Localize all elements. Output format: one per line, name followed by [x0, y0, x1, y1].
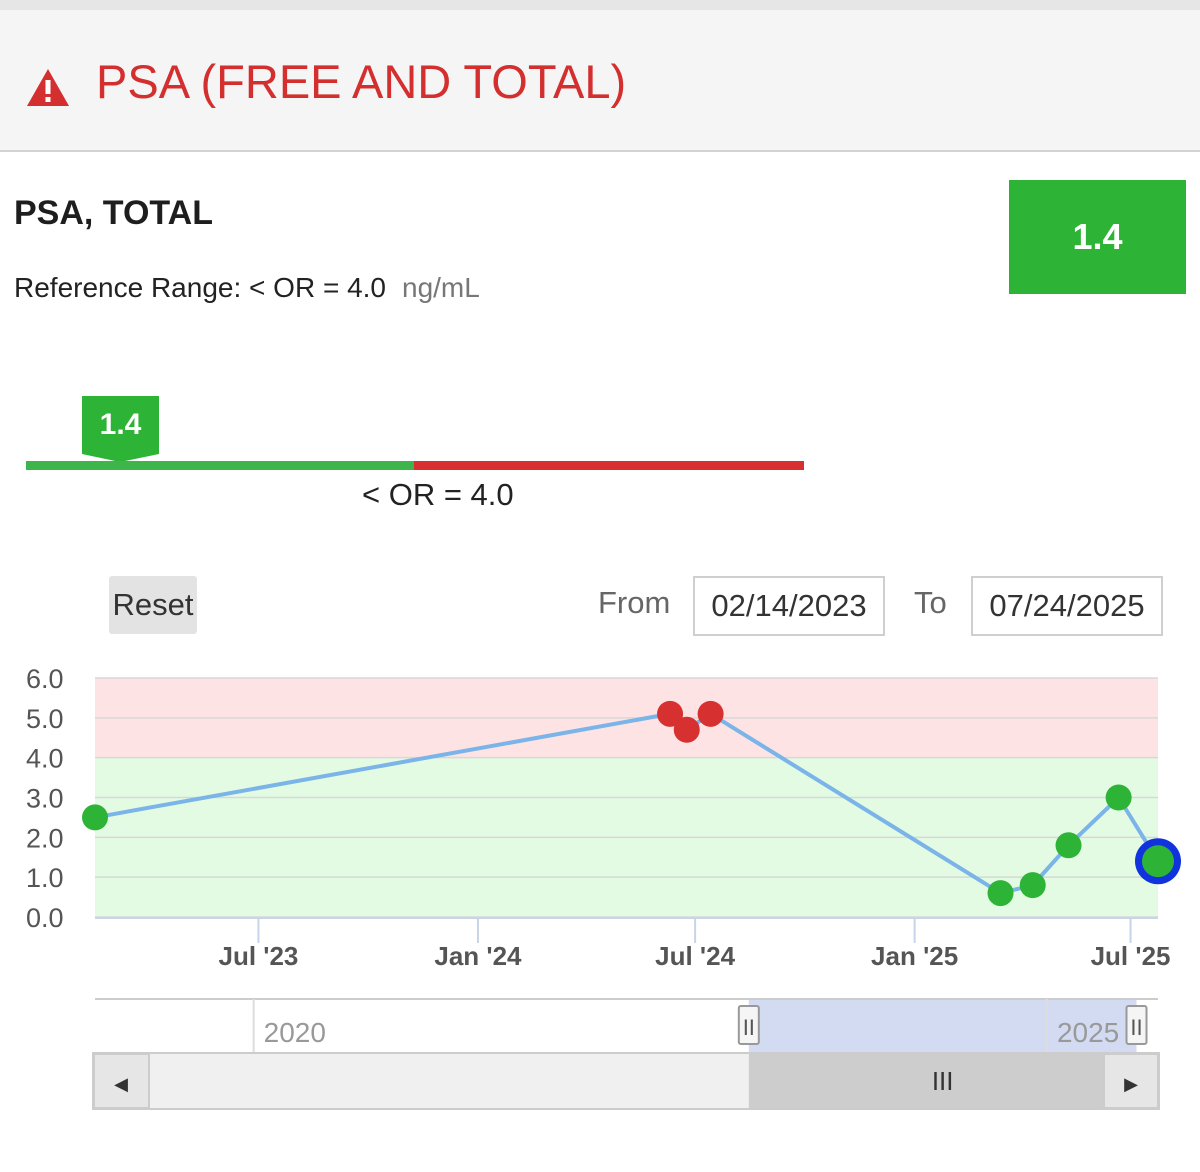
navigator-year-label: 2025 — [1057, 1017, 1119, 1048]
data-point[interactable] — [1055, 832, 1082, 859]
from-date-input[interactable]: 02/14/2023 — [693, 576, 885, 636]
warning-icon — [27, 69, 69, 106]
y-tick-label: 0.0 — [26, 903, 64, 933]
y-tick-label: 4.0 — [26, 744, 64, 774]
x-tick-label: Jan '24 — [434, 941, 522, 971]
handle-box — [737, 1005, 760, 1045]
data-point-high[interactable] — [697, 700, 724, 727]
handle-box — [1125, 1005, 1148, 1045]
result-value-badge: 1.4 — [1009, 180, 1186, 294]
scroll-left-box — [93, 1053, 150, 1109]
scrollbar-thumb[interactable] — [748, 1054, 1137, 1108]
data-point-high[interactable] — [673, 716, 700, 743]
reference-range-label: Reference Range: < OR = 4.0 — [14, 272, 386, 303]
x-tick-label: Jul '23 — [218, 941, 298, 971]
data-point-high[interactable] — [657, 700, 684, 727]
data-point[interactable] — [82, 804, 108, 831]
handle-grip-icon: II — [1130, 1015, 1142, 1040]
y-tick-label: 6.0 — [26, 664, 64, 694]
data-point[interactable] — [987, 880, 1014, 907]
scroll-right-box — [1103, 1053, 1159, 1109]
to-label: To — [914, 585, 947, 620]
header: PSA (FREE AND TOTAL) — [0, 10, 1200, 152]
reset-button[interactable]: Reset — [109, 576, 197, 634]
reference-range: Reference Range: < OR = 4.0 ng/mL — [14, 272, 480, 304]
navigator-handle-right[interactable]: II — [1125, 1005, 1148, 1045]
unit-label: ng/mL — [402, 272, 480, 303]
chevron-left-icon: ◀ — [114, 1074, 128, 1095]
navigator-selection[interactable] — [748, 1000, 1137, 1052]
scroll-right-button[interactable]: ▶ — [1103, 1053, 1159, 1109]
data-point-selected[interactable] — [1142, 845, 1174, 878]
page-title: PSA (FREE AND TOTAL) — [96, 55, 627, 108]
scroll-left-button[interactable]: ◀ — [93, 1053, 150, 1109]
data-point[interactable] — [1105, 784, 1132, 811]
top-band — [0, 0, 1200, 10]
gauge-threshold-label: < OR = 4.0 — [362, 477, 514, 512]
x-tick-label: Jul '25 — [1091, 941, 1171, 971]
from-label: From — [598, 585, 671, 620]
gauge-normal-bar — [26, 461, 414, 470]
scrollbar-grip-icon: III — [932, 1066, 954, 1096]
x-tick-label: Jul '24 — [655, 941, 735, 971]
x-tick-label: Jan '25 — [871, 941, 958, 971]
handle-grip-icon: II — [743, 1015, 755, 1040]
chevron-right-icon: ▶ — [1124, 1074, 1138, 1095]
y-tick-label: 2.0 — [26, 823, 64, 853]
y-tick-label: 3.0 — [26, 784, 64, 814]
test-name: PSA, TOTAL — [14, 194, 213, 232]
gauge-marker: 1.4 — [82, 396, 159, 454]
navigator-handle-left[interactable]: II — [737, 1005, 760, 1045]
y-tick-label: 1.0 — [26, 863, 64, 893]
to-date-input[interactable]: 07/24/2025 — [971, 576, 1163, 636]
gauge-high-bar — [414, 461, 804, 470]
gauge-marker-pointer — [82, 454, 159, 462]
navigator-year-label: 2020 — [264, 1017, 326, 1048]
y-tick-label: 5.0 — [26, 704, 64, 734]
data-point[interactable] — [1019, 872, 1046, 899]
